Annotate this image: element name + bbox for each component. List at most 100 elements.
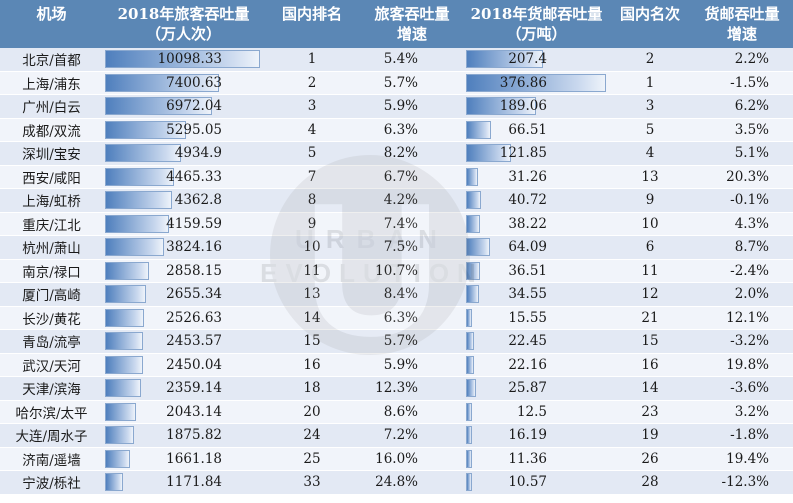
pax-cell: 1661.18: [103, 447, 264, 471]
header-cargo-rank: 国内名次: [609, 0, 691, 48]
cargo-value: 376.86: [499, 74, 547, 91]
pax-cell: 4465.33: [103, 165, 264, 189]
table-row: 天津/滨海 2359.14 18 12.3% 25.87 14 -3.6%: [0, 376, 793, 401]
cargo-rank: 3: [609, 94, 691, 119]
cargo-bar: [466, 97, 537, 116]
airport-name: 深圳/宝安: [0, 141, 103, 166]
cargo-growth: 3.2%: [691, 400, 793, 424]
table-row: 青岛/流亭 2453.57 15 5.7% 22.45 15 -3.2%: [0, 329, 793, 354]
pax-cell: 2526.63: [103, 306, 264, 330]
cargo-growth: 3.5%: [691, 118, 793, 142]
cargo-bar: [466, 332, 475, 351]
cargo-value: 36.51: [508, 262, 547, 279]
pax-cell: 1171.84: [103, 470, 264, 495]
table-row: 长沙/黄花 2526.63 14 6.3% 15.55 21 12.1%: [0, 306, 793, 330]
pax-rank: 20: [264, 400, 360, 424]
cargo-value: 64.09: [508, 239, 547, 256]
cargo-value: 11.36: [508, 450, 547, 467]
cargo-value: 10.57: [508, 474, 547, 491]
cargo-rank: 19: [609, 423, 691, 448]
cargo-cell: 22.16: [464, 353, 609, 377]
pax-bar: [105, 332, 143, 351]
pax-growth: 7.5%: [360, 235, 464, 260]
header-cargo-growth: 货邮吞吐量 增速: [691, 0, 793, 48]
airport-name: 济南/遥墙: [0, 447, 103, 471]
cargo-cell: 34.55: [464, 282, 609, 307]
cargo-rank: 11: [609, 259, 691, 283]
cargo-value: 189.06: [499, 98, 547, 115]
airport-name: 长沙/黄花: [0, 306, 103, 330]
cargo-bar: [466, 308, 472, 327]
pax-growth: 8.2%: [360, 141, 464, 166]
table-row: 上海/浦东 7400.63 2 5.7% 376.86 1 -1.5%: [0, 71, 793, 95]
table-row: 武汉/天河 2450.04 16 5.9% 22.16 16 19.8%: [0, 353, 793, 377]
airport-name: 广州/白云: [0, 94, 103, 119]
pax-value: 1661.18: [166, 450, 222, 467]
pax-cell: 2858.15: [103, 259, 264, 283]
pax-value: 4362.8: [174, 192, 222, 209]
airport-name: 西安/咸阳: [0, 165, 103, 189]
pax-growth: 8.6%: [360, 400, 464, 424]
pax-cell: 4362.8: [103, 188, 264, 213]
header-pax: 2018年旅客吞吐量 （万人次）: [103, 0, 264, 48]
cargo-cell: 36.51: [464, 259, 609, 283]
pax-cell: 4934.9: [103, 141, 264, 166]
pax-growth: 4.2%: [360, 188, 464, 213]
pax-cell: 6972.04: [103, 94, 264, 119]
cargo-cell: 376.86: [464, 71, 609, 95]
pax-bar: [105, 167, 174, 186]
pax-growth: 6.3%: [360, 306, 464, 330]
pax-value: 6972.04: [166, 98, 222, 115]
pax-growth: 7.2%: [360, 423, 464, 448]
pax-rank: 18: [264, 376, 360, 401]
cargo-value: 15.55: [508, 309, 547, 326]
pax-value: 2858.15: [166, 262, 222, 279]
pax-rank: 2: [264, 71, 360, 95]
table-row: 北京/首都 10098.33 1 5.4% 207.4 2 2.2%: [0, 48, 793, 72]
cargo-rank: 28: [609, 470, 691, 495]
cargo-cell: 15.55: [464, 306, 609, 330]
pax-growth: 5.9%: [360, 353, 464, 377]
header-cargo: 2018年货邮吞吐量 （万吨）: [464, 0, 609, 48]
pax-rank: 15: [264, 329, 360, 354]
cargo-rank: 6: [609, 235, 691, 260]
cargo-rank: 23: [609, 400, 691, 424]
cargo-cell: 31.26: [464, 165, 609, 189]
pax-growth: 6.7%: [360, 165, 464, 189]
table-row: 上海/虹桥 4362.8 8 4.2% 40.72 9 -0.1%: [0, 188, 793, 213]
pax-bar: [105, 73, 219, 92]
cargo-growth: -1.8%: [691, 423, 793, 448]
cargo-cell: 40.72: [464, 188, 609, 213]
table-row: 重庆/江北 4159.59 9 7.4% 38.22 10 4.3%: [0, 212, 793, 236]
pax-rank: 8: [264, 188, 360, 213]
cargo-rank: 5: [609, 118, 691, 142]
pax-value: 1875.82: [166, 427, 222, 444]
pax-cell: 2655.34: [103, 282, 264, 307]
pax-cell: 10098.33: [103, 48, 264, 72]
cargo-bar: [466, 214, 481, 233]
pax-growth: 6.3%: [360, 118, 464, 142]
table-row: 厦门/高崎 2655.34 13 8.4% 34.55 12 2.0%: [0, 282, 793, 307]
cargo-cell: 16.19: [464, 423, 609, 448]
cargo-value: 121.85: [499, 145, 547, 162]
pax-cell: 3824.16: [103, 235, 264, 260]
pax-rank: 4: [264, 118, 360, 142]
cargo-value: 66.51: [508, 121, 547, 138]
cargo-growth: -2.4%: [691, 259, 793, 283]
pax-rank: 7: [264, 165, 360, 189]
pax-cell: 5295.05: [103, 118, 264, 142]
cargo-growth: 8.7%: [691, 235, 793, 260]
pax-bar: [105, 261, 149, 280]
pax-growth: 5.7%: [360, 71, 464, 95]
cargo-cell: 11.36: [464, 447, 609, 471]
table-row: 深圳/宝安 4934.9 5 8.2% 121.85 4 5.1%: [0, 141, 793, 166]
cargo-value: 25.87: [508, 380, 547, 397]
pax-value: 2655.34: [166, 286, 222, 303]
pax-rank: 16: [264, 353, 360, 377]
pax-bar: [105, 449, 131, 468]
header-city: 机场: [0, 0, 103, 48]
airport-name: 成都/双流: [0, 118, 103, 142]
table-row: 济南/遥墙 1661.18 25 16.0% 11.36 26 19.4%: [0, 447, 793, 471]
table-body: 北京/首都 10098.33 1 5.4% 207.4 2 2.2% 上海/浦东 7400.63…: [0, 48, 793, 495]
